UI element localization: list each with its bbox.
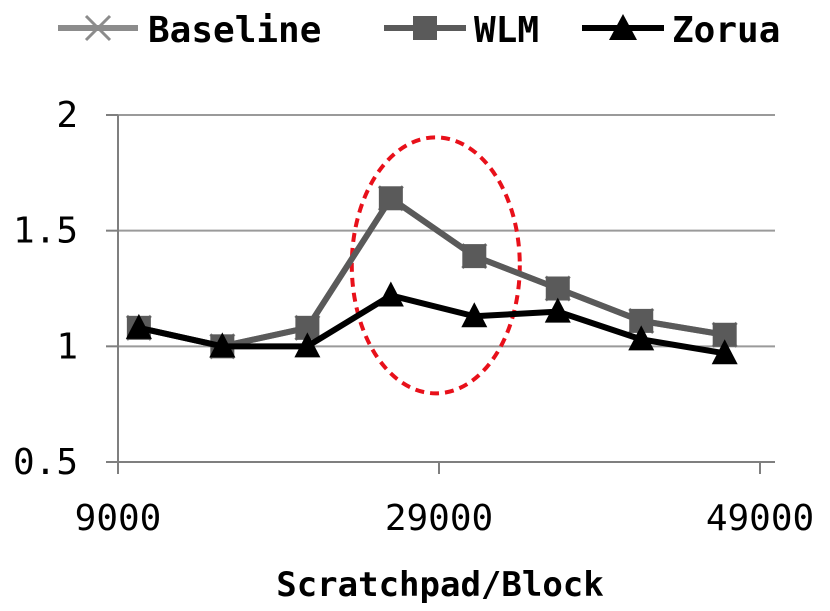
legend-item-wlm: WLM xyxy=(384,10,539,51)
legend-item-zorua: Zorua xyxy=(582,10,780,51)
point-zorua xyxy=(377,281,404,307)
legend-marker-triangle-icon xyxy=(609,14,637,40)
x-tick-label: 49000 xyxy=(706,498,814,539)
legend-marker-square-icon xyxy=(413,16,437,40)
legend-label-baseline: Baseline xyxy=(148,10,321,51)
highlight-ellipse-shape xyxy=(349,135,522,396)
series-line-zorua xyxy=(138,292,726,357)
point-zorua xyxy=(544,297,571,323)
legend-item-baseline: Baseline xyxy=(58,10,321,51)
point-wlm xyxy=(378,186,403,211)
series-zorua xyxy=(125,281,738,365)
series xyxy=(125,185,738,365)
series-wlm xyxy=(126,186,737,359)
y-tick-label: 0.5 xyxy=(13,442,78,483)
legend-label-zorua: Zorua xyxy=(672,10,780,51)
y-tick-label: 1.5 xyxy=(13,211,78,252)
x-axis-title: Scratchpad/Block xyxy=(276,565,604,605)
legend-label-wlm: WLM xyxy=(474,10,539,51)
point-zorua xyxy=(628,325,655,351)
x-tick-label: 9000 xyxy=(75,498,162,539)
axes xyxy=(106,114,775,474)
point-wlm xyxy=(545,276,570,301)
series-line-wlm xyxy=(138,195,726,350)
y-tick-label: 2 xyxy=(56,95,78,136)
legend-marker-x-icon xyxy=(84,14,112,42)
point-zorua xyxy=(461,302,488,328)
point-zorua xyxy=(209,332,236,358)
point-wlm xyxy=(462,244,487,269)
highlight-ellipse xyxy=(349,135,522,396)
legend: Baseline WLM Zorua xyxy=(58,10,780,51)
point-zorua xyxy=(294,332,321,358)
y-tick-label: 1 xyxy=(56,326,78,367)
point-zorua xyxy=(125,313,152,339)
x-tick-label: 29000 xyxy=(385,498,493,539)
point-zorua xyxy=(711,339,738,365)
